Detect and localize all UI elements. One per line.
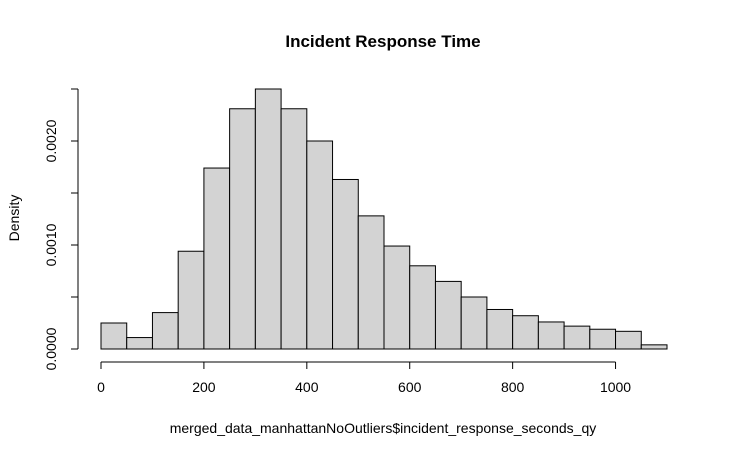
histogram-bar [254, 88, 282, 350]
chart-title: Incident Response Time [285, 32, 480, 51]
histogram-bar [332, 178, 359, 350]
histogram-bar [537, 321, 565, 350]
histogram-bar [100, 322, 128, 350]
x-tick-label: 1000 [600, 379, 631, 395]
histogram-bar [280, 108, 308, 350]
histogram-bar [383, 245, 411, 350]
bars-group [100, 88, 668, 350]
histogram-bar [203, 167, 231, 350]
y-axis-label: Density [6, 195, 22, 242]
histogram-bar [357, 215, 385, 350]
histogram-bar [177, 250, 205, 350]
x-tick-label: 200 [192, 379, 216, 395]
histogram-bar [151, 312, 179, 350]
x-tick-label: 600 [398, 379, 422, 395]
histogram-bar [460, 296, 488, 350]
histogram-bar [512, 315, 539, 350]
histogram-bar [409, 265, 436, 350]
x-axis-label: merged_data_manhattanNoOutliers$incident… [170, 420, 597, 436]
histogram-bar [640, 344, 668, 350]
histogram-bar [486, 308, 514, 350]
histogram-bar [126, 337, 153, 350]
histogram-bar [434, 280, 462, 350]
histogram-bar [615, 330, 642, 350]
y-axis: 0.0000 0.0010 0.0020 [43, 88, 79, 370]
histogram-bar [306, 140, 334, 350]
y-tick-label: 0.0010 [43, 223, 59, 266]
x-tick-label: 0 [97, 379, 105, 395]
histogram-bar [563, 325, 591, 350]
x-axis: 0 200 400 600 800 1000 [97, 361, 631, 395]
histogram-bar [229, 108, 256, 350]
x-tick-label: 400 [295, 379, 319, 395]
x-tick-label: 800 [501, 379, 525, 395]
histogram-bar [589, 328, 617, 350]
y-tick-label: 0.0000 [43, 327, 59, 370]
y-tick-label: 0.0020 [43, 119, 59, 162]
